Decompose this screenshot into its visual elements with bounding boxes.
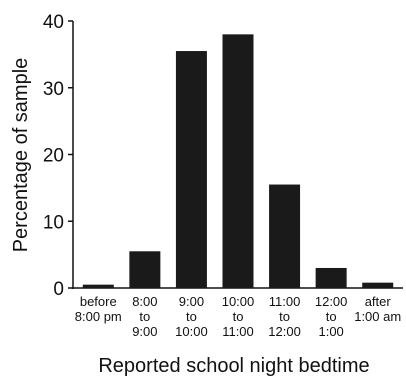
bar [315, 267, 347, 288]
y-tick-label: 20 [43, 146, 64, 167]
bar [269, 184, 301, 288]
y-tick-label: 10 [43, 212, 64, 233]
x-tick-label: before 8:00 pm [75, 294, 122, 324]
x-tick-label: after 1:00 am [354, 294, 401, 324]
y-tick-labels: 0 10 20 30 40 [43, 12, 64, 300]
chart-bars [82, 34, 394, 288]
bar [129, 251, 161, 288]
x-tick-label: 10:00 to 11:00 [222, 294, 255, 339]
x-axis-label: Reported school night bedtime [98, 355, 369, 377]
y-tick-label: 0 [53, 279, 64, 300]
y-axis-label: Percentage of sample [10, 58, 32, 253]
x-tick-label: 8:00 to 9:00 [132, 294, 157, 339]
bar [362, 282, 394, 288]
y-tick-label: 40 [43, 12, 64, 33]
x-tick-label: 11:00 to 12:00 [268, 294, 301, 339]
x-tick-labels: before 8:00 pm 8:00 to 9:00 9:00 to 10:00 10:00 t… [75, 294, 401, 339]
x-tick-label: 9:00 to 10:00 [175, 294, 208, 339]
x-tick-label: 12:00 to 1:00 [315, 294, 348, 339]
bar [175, 51, 207, 288]
bar [222, 34, 254, 288]
bar [82, 284, 114, 288]
y-tick-label: 30 [43, 79, 64, 100]
